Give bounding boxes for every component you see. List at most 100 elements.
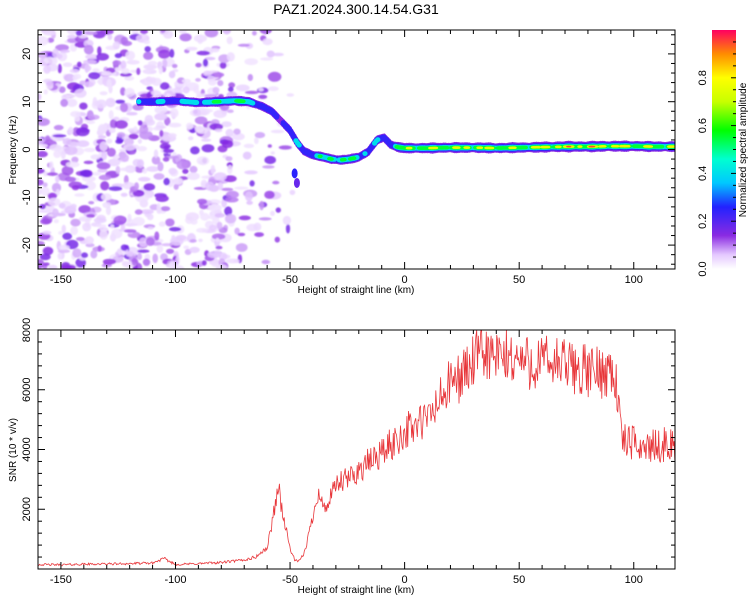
noise-blob	[258, 94, 268, 99]
noise-blob	[187, 172, 200, 180]
noise-blob	[160, 30, 166, 33]
noise-blob	[88, 201, 95, 205]
noise-blob	[38, 137, 45, 145]
noise-blob	[153, 126, 161, 131]
noise-blob	[166, 248, 175, 254]
noise-blob	[113, 116, 120, 121]
ridge-segment	[291, 168, 298, 179]
noise-blob	[119, 102, 129, 113]
noise-blob	[270, 210, 275, 217]
noise-blob	[62, 62, 73, 67]
noise-blob	[247, 74, 253, 81]
noise-blob	[137, 249, 150, 253]
noise-blob	[140, 30, 148, 35]
noise-blob	[84, 181, 96, 191]
noise-blob	[249, 180, 255, 187]
noise-blob	[90, 154, 101, 160]
noise-blob	[196, 227, 209, 233]
noise-blob	[76, 140, 90, 148]
noise-blob	[261, 259, 271, 265]
noise-blob	[152, 253, 158, 264]
noise-blob	[190, 146, 200, 155]
noise-blob	[52, 134, 67, 138]
ridge-segment	[590, 145, 596, 148]
noise-blob	[120, 192, 128, 197]
noise-blob	[75, 127, 90, 137]
noise-blob	[160, 206, 171, 212]
noise-blob	[197, 198, 208, 205]
noise-blob	[242, 151, 252, 160]
noise-blob	[175, 234, 187, 241]
noise-blob	[201, 144, 215, 153]
noise-blob	[78, 205, 91, 214]
noise-blob	[226, 36, 233, 45]
noise-blob	[217, 80, 224, 87]
noise-blob	[237, 43, 250, 47]
noise-blob	[142, 68, 157, 75]
noise-blob	[259, 200, 264, 211]
noise-blob	[92, 68, 100, 72]
noise-blob	[97, 46, 102, 56]
snr-x-tick-label: 0	[402, 574, 408, 586]
noise-blob	[74, 115, 81, 122]
noise-blob	[116, 132, 126, 138]
ridge-segment	[522, 145, 529, 150]
noise-blob	[101, 71, 112, 76]
noise-blob	[38, 150, 48, 158]
ridge-segment	[535, 145, 541, 149]
noise-blob	[169, 48, 175, 58]
noise-blob	[179, 33, 192, 42]
noise-blob	[150, 90, 162, 100]
noise-blob	[169, 227, 182, 232]
noise-blob	[144, 46, 151, 53]
spectrogram-y-tick-label: -20	[21, 237, 33, 253]
noise-blob	[67, 34, 77, 39]
noise-blob	[224, 206, 233, 216]
noise-blob	[138, 176, 151, 182]
noise-blob	[75, 30, 83, 36]
noise-blob	[225, 128, 234, 137]
noise-blob	[87, 114, 100, 120]
noise-blob	[216, 221, 223, 230]
noise-blob	[211, 72, 225, 78]
noise-blob	[244, 90, 259, 95]
noise-blob	[213, 172, 227, 181]
noise-blob	[57, 252, 63, 260]
noise-blob	[270, 129, 285, 134]
noise-blob	[92, 172, 102, 176]
noise-blob	[96, 162, 111, 170]
ridge-segment	[614, 144, 620, 148]
noise-blob	[61, 264, 72, 269]
ridge-segment	[250, 100, 256, 106]
noise-blob	[120, 36, 129, 45]
noise-blob	[222, 30, 231, 35]
noise-blob	[110, 224, 115, 229]
noise-blob	[185, 212, 200, 222]
noise-blob	[193, 34, 207, 43]
noise-blob	[38, 51, 48, 59]
noise-blob	[168, 122, 182, 128]
noise-blob	[143, 64, 157, 70]
ridge-segment	[444, 145, 450, 150]
noise-blob	[153, 173, 165, 180]
ridge-segment	[489, 146, 495, 150]
noise-blob	[61, 165, 74, 176]
noise-blob	[53, 124, 64, 131]
noise-blob	[143, 40, 151, 45]
noise-blob	[83, 59, 97, 65]
ridge-segment	[328, 157, 334, 161]
noise-blob	[97, 245, 102, 252]
noise-blob	[124, 138, 134, 146]
spectrogram-x-tick-label: 50	[513, 274, 525, 286]
noise-blob	[43, 65, 51, 74]
spectrogram-y-ticks: -20 -10 0 10 20	[21, 34, 675, 265]
noise-blob	[127, 213, 132, 222]
noise-blob	[160, 253, 168, 261]
ridge-segment	[194, 100, 200, 105]
noise-blob	[83, 44, 94, 55]
noise-blob	[85, 54, 99, 60]
noise-blob	[58, 231, 63, 235]
noise-blob	[274, 236, 280, 243]
noise-blob	[189, 239, 197, 243]
